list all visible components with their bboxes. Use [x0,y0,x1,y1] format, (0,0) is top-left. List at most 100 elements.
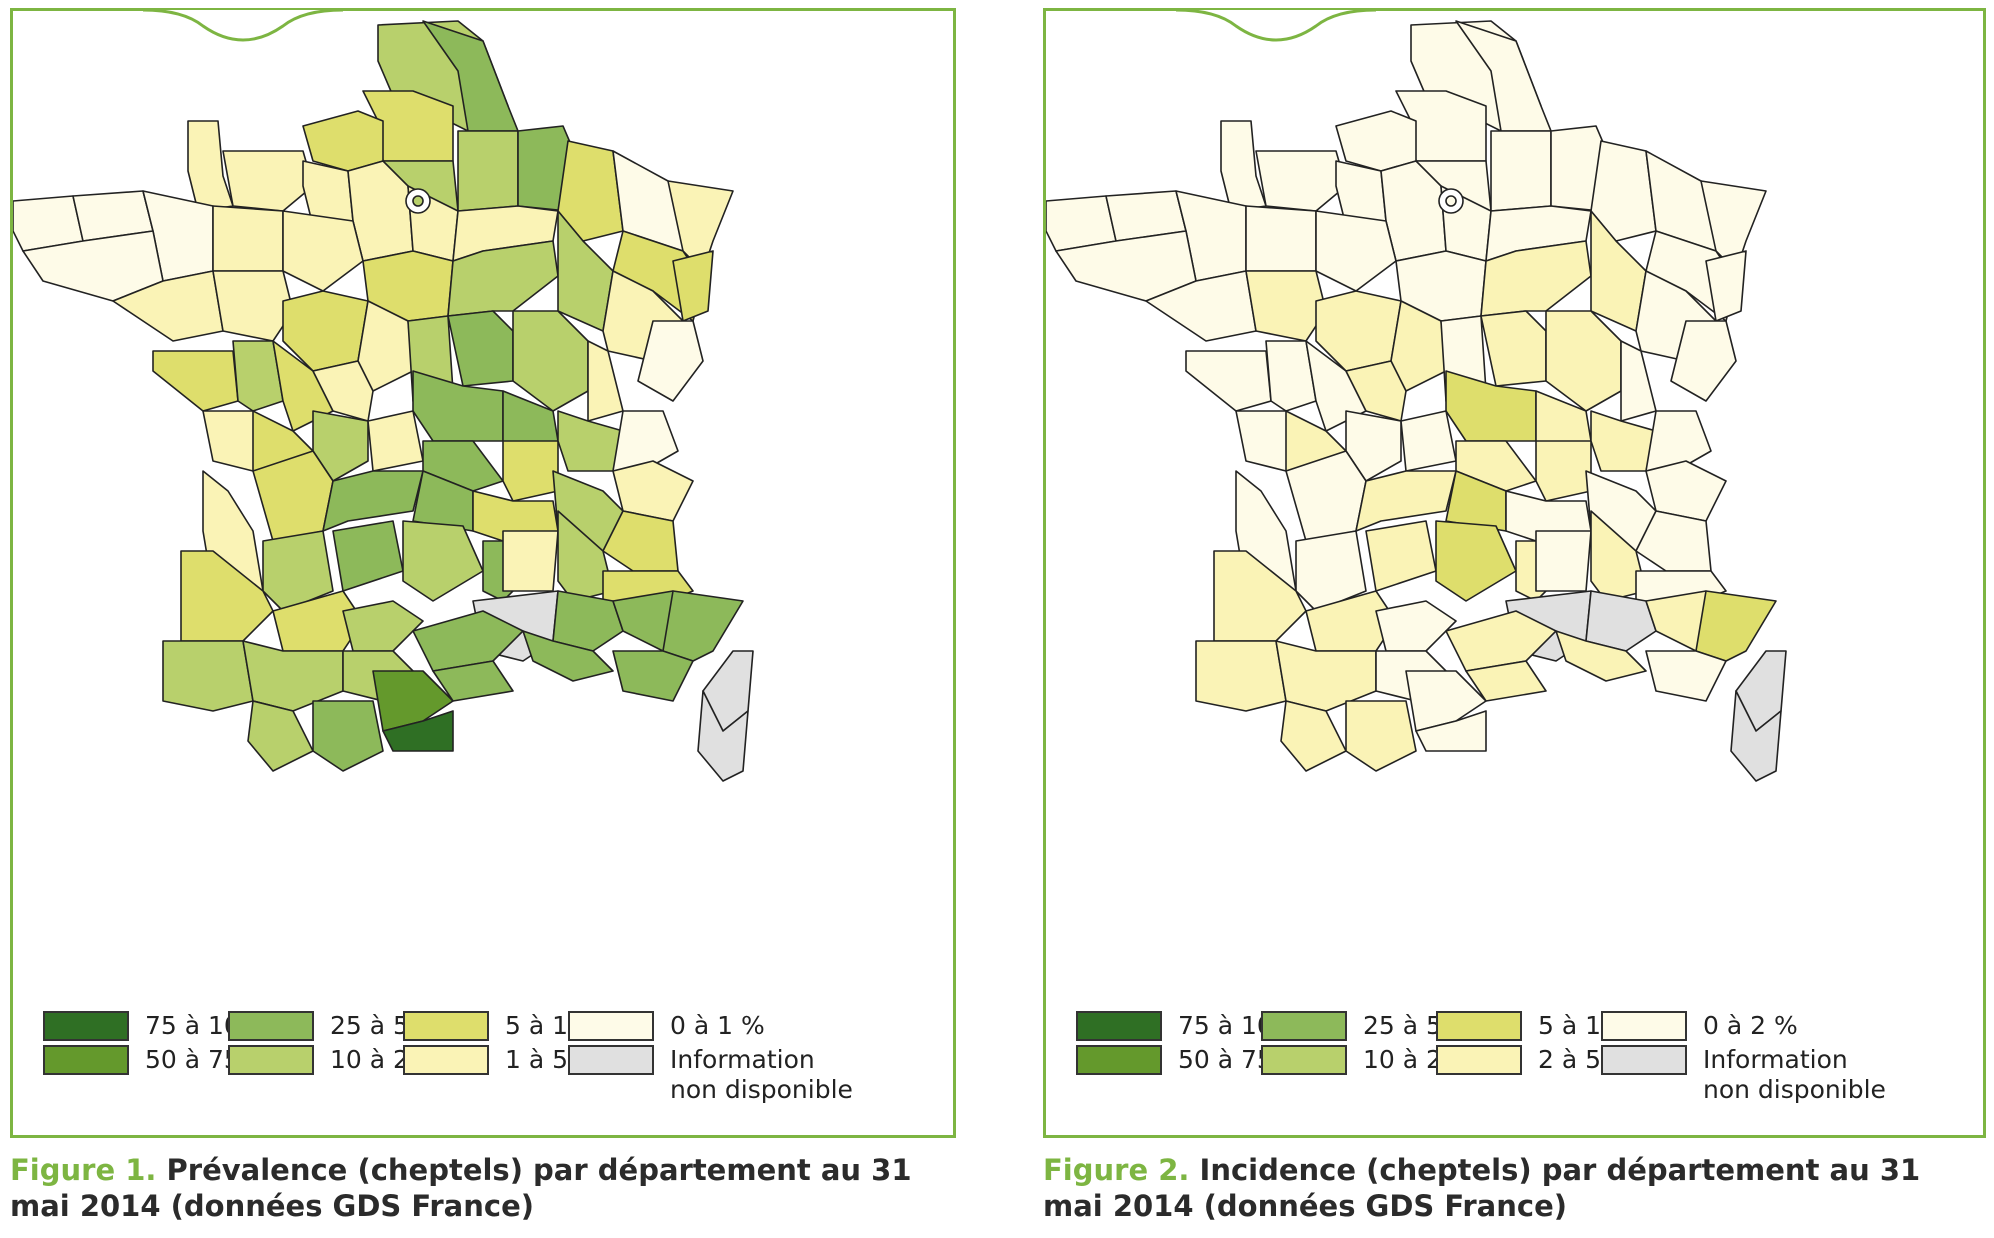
dept-region [1535,440,1592,502]
dept-region [342,600,424,652]
legend-swatch [1436,1011,1522,1041]
dept-region [1705,250,1747,322]
dept-region [1280,700,1347,772]
dept-region [247,700,314,772]
dept-region [662,590,744,662]
dept-region [1645,460,1727,522]
dept-region [382,710,454,752]
legend-item: 0 à 2 % [1601,1011,1798,1045]
dept-region [457,130,519,212]
dept-region [1585,590,1657,652]
dept-region [412,610,524,672]
dept-region [1590,510,1647,602]
map-panel-incidence: 75 à 100 % 50 à 75 % 25 à 50 % 10 à 25 %… [1043,8,1986,1138]
dept-region [1255,150,1347,212]
dept-region [522,630,614,682]
dept-region [1465,660,1547,702]
dept-region [222,150,314,212]
legend-swatch [1436,1045,1522,1075]
dept-region [502,530,559,592]
figure-title: Prévalence (cheptels) par département au… [10,1153,912,1223]
figure-title: Incidence (cheptels) par département au … [1043,1153,1921,1223]
dept-region [312,410,369,482]
dept-region [212,205,284,272]
dept-region [1490,130,1552,212]
dept-region [447,310,514,387]
legend-label: Information non disponible [670,1045,853,1104]
dept-region [1405,670,1487,732]
dept-region [312,700,384,772]
figure-number: Figure 1. [10,1153,157,1187]
figure-caption-2: Figure 2. Incidence (cheptels) par dépar… [1043,1152,1988,1224]
legend-swatch [1261,1011,1347,1041]
dept-region [367,410,424,472]
legend-swatch [228,1045,314,1075]
legend-swatch [1076,1011,1162,1041]
dept-region [152,350,239,412]
dept-region [512,310,589,412]
dept-region [1245,270,1327,342]
dept-region [557,140,624,242]
dept-region [612,650,694,702]
dept-region [1245,205,1317,272]
dept-region [1390,300,1447,392]
legend-swatch [568,1011,654,1041]
dept-region [432,660,514,702]
dept-region [1555,630,1647,682]
legend-prevalence: 75 à 100 % 50 à 75 % 25 à 50 % 10 à 25 %… [43,1011,943,1131]
legend-swatch [403,1011,489,1041]
dept-region [1365,520,1437,592]
dept-region [1590,140,1657,242]
dept-region [502,440,559,502]
legend-label: 0 à 1 % [670,1011,765,1040]
dept-region [1195,640,1287,712]
france-map-incidence [1046,20,1787,782]
legend-swatch [1601,1011,1687,1041]
dept-region [557,510,614,602]
france-map-prevalence [13,20,754,782]
legend-swatch [568,1045,654,1075]
dept-region [1645,410,1712,472]
dept-region [357,300,414,392]
dept-region [1535,530,1592,592]
dept-region [1265,340,1317,412]
dept-region [302,110,384,172]
legend-swatch [43,1045,129,1075]
frame-tab [1176,8,1376,42]
figure-caption-1: Figure 1. Prévalence (cheptels) par dépa… [10,1152,970,1224]
dept-region [697,690,749,782]
dept-region [1415,710,1487,752]
dept-region [312,360,374,422]
dept-region [1185,350,1272,412]
dept-region [1315,210,1397,292]
dept-region [1670,320,1737,402]
legend-swatch [1601,1045,1687,1075]
frame-tab [143,8,343,42]
dept-region [637,320,704,402]
legend-item: 0 à 1 % [568,1011,765,1045]
map-panel-prevalence: 75 à 100 % 50 à 75 % 25 à 50 % 10 à 25 %… [10,8,956,1138]
dept-region [282,210,364,292]
legend-swatch [1076,1045,1162,1075]
dept-region [1400,410,1457,472]
dept-region [1345,700,1417,772]
legend-item: 1 à 5 % [403,1045,600,1079]
legend-label: 0 à 2 % [1703,1011,1798,1040]
dept-region [1445,610,1557,672]
legend-item: 10 à 25 % [1261,1045,1490,1079]
dept-region [232,340,284,412]
dept-region [1335,110,1417,172]
legend-label: 50 à 75 % [145,1045,272,1074]
dept-region [1375,600,1457,652]
legend-item: Information non disponible [568,1045,853,1104]
dept-region [552,590,624,652]
dept-region [1695,590,1777,662]
legend-item: Information non disponible [1601,1045,1886,1104]
legend-item: 50 à 75 % [43,1045,272,1079]
dept-region [612,410,679,472]
dept-region [1345,360,1407,422]
dept-region [1345,410,1402,482]
dept-region [402,520,484,602]
dept-region [332,520,404,592]
legend-incidence: 75 à 100 % 50 à 75 % 25 à 50 % 10 à 25 %… [1076,1011,1976,1131]
